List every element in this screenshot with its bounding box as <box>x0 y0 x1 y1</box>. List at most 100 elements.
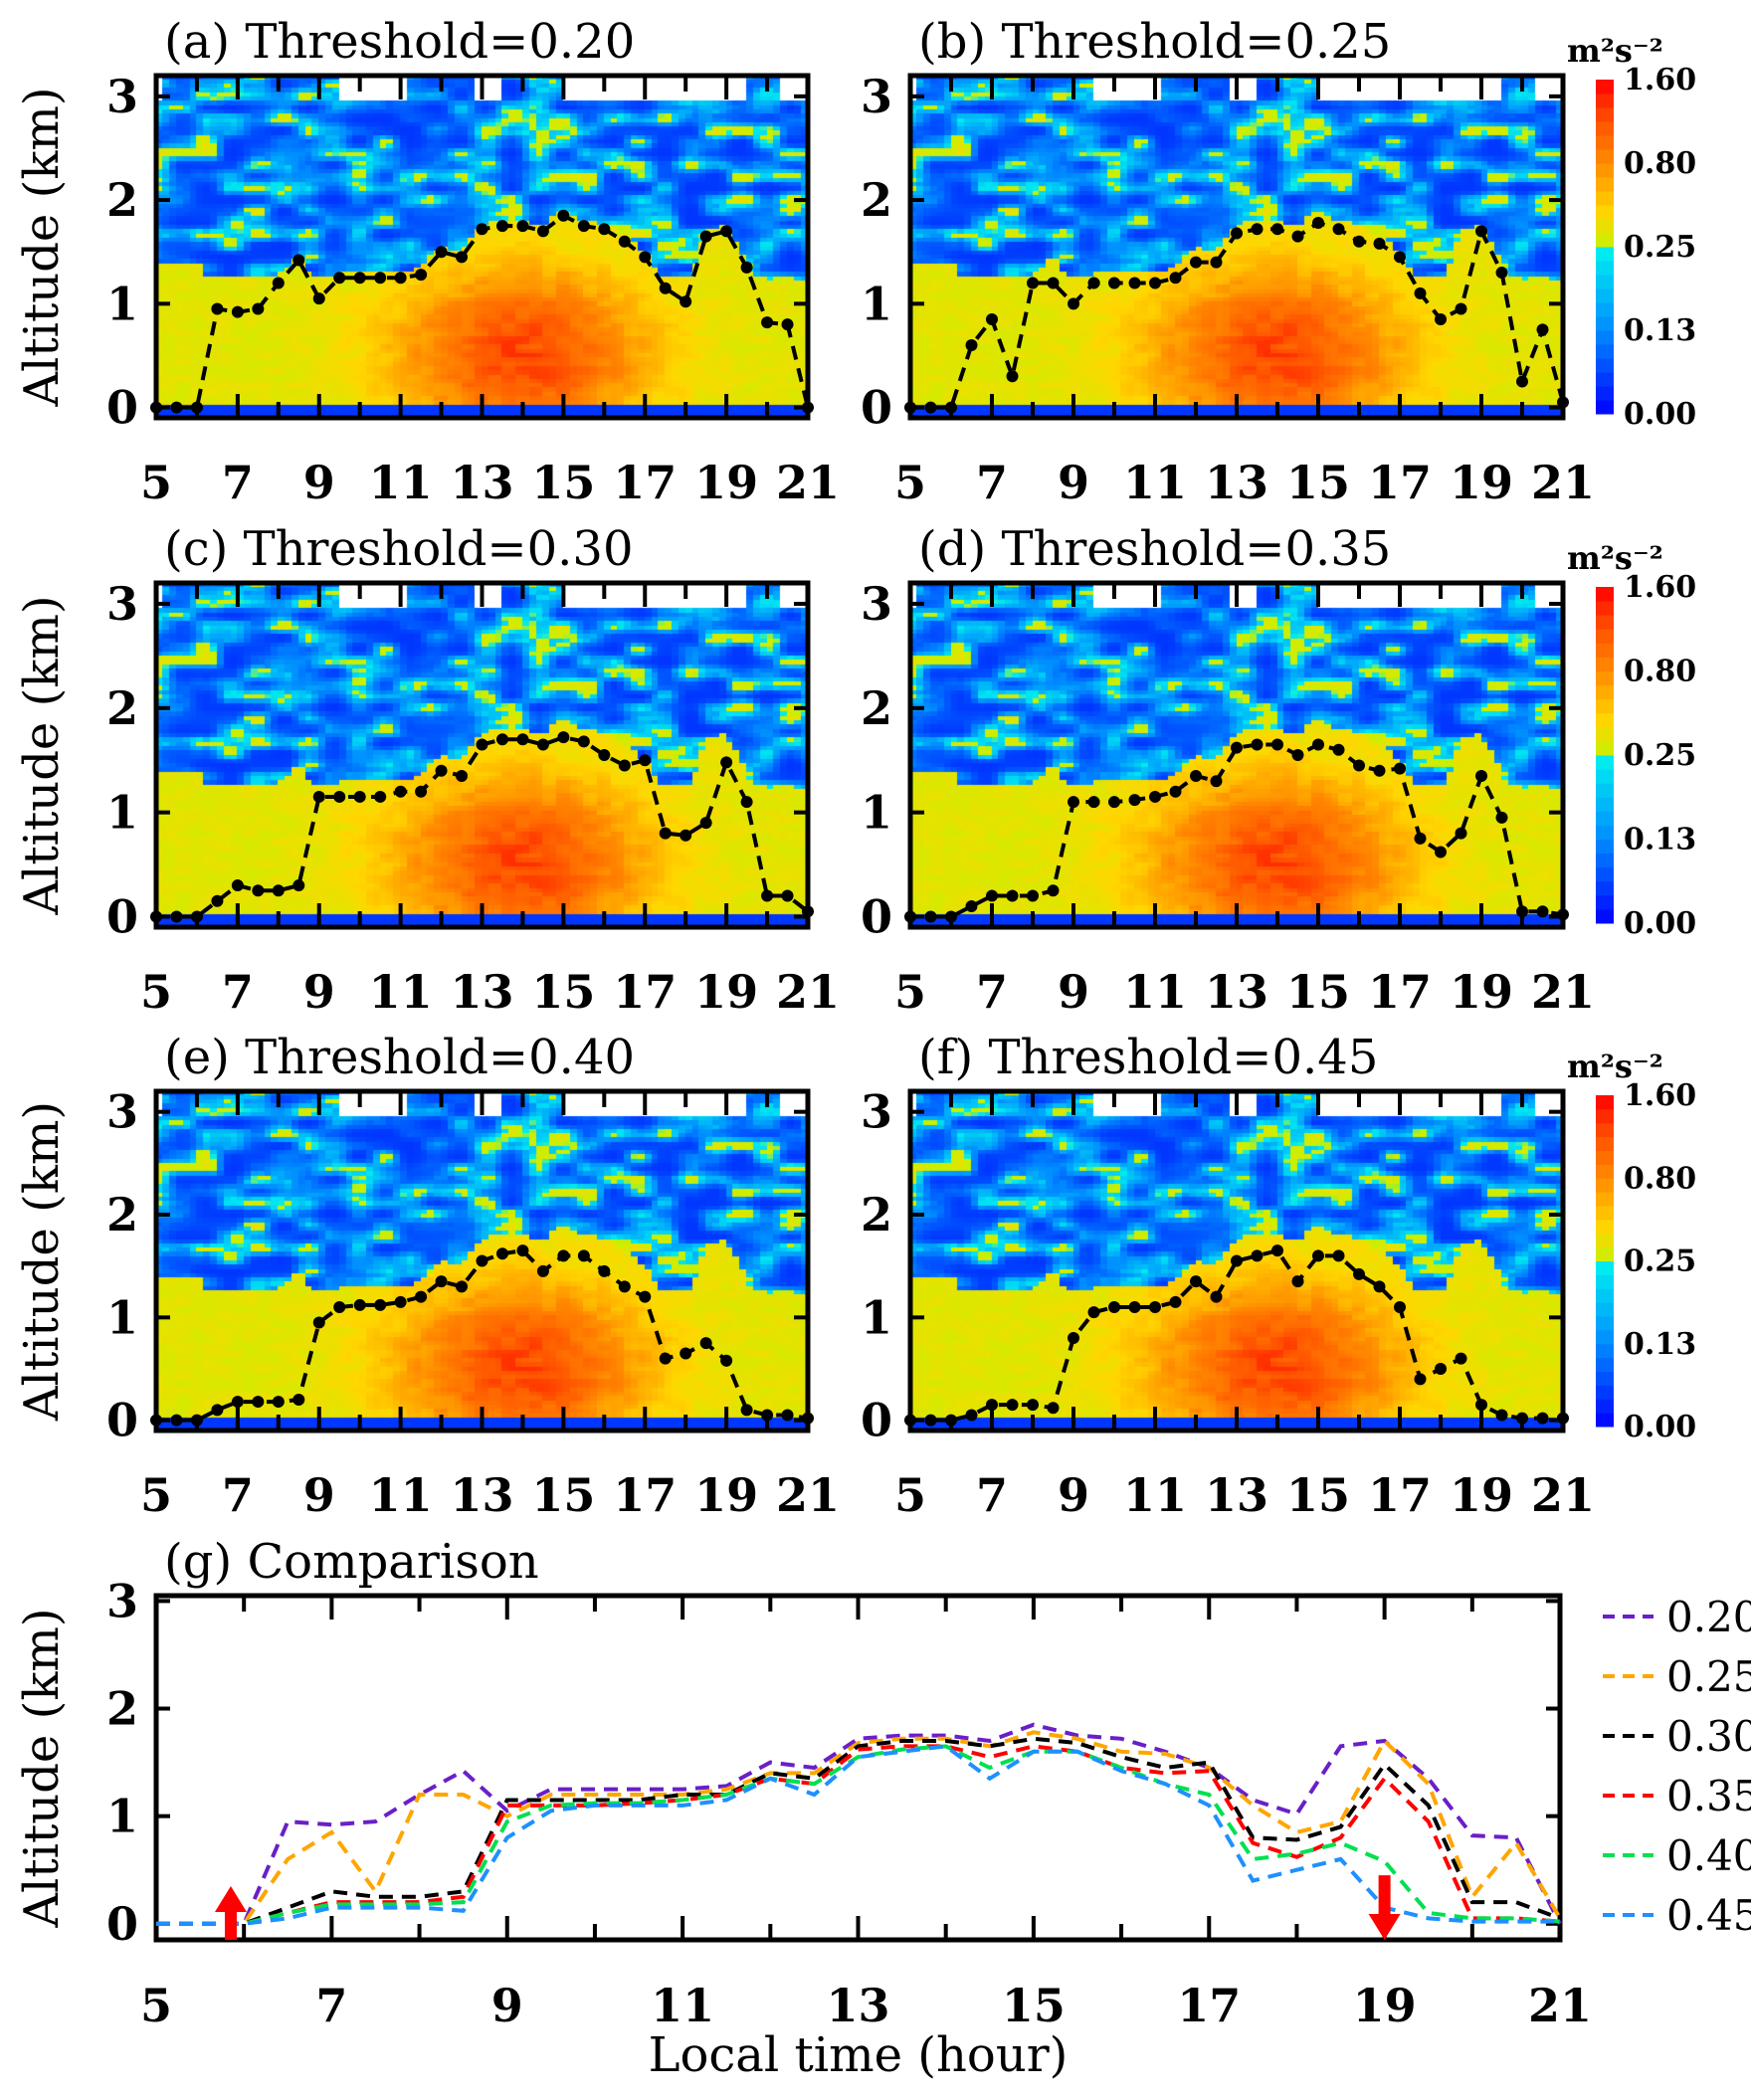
x-tick-label-a: 15 <box>531 456 595 509</box>
y-tick-label-e: 1 <box>106 1290 138 1344</box>
boundary-point-d <box>1414 832 1427 845</box>
x-tick-label-f: 13 <box>1205 1468 1268 1522</box>
x-tick-label-d: 11 <box>1123 965 1187 1019</box>
colorbar-cell <box>1596 797 1614 812</box>
x-tick-label-e: 9 <box>303 1468 335 1522</box>
boundary-line-d <box>910 742 1564 919</box>
boundary-point-b <box>1475 225 1487 238</box>
x-tick-label-e: 15 <box>531 1468 595 1522</box>
y-tick-label-e: 3 <box>106 1085 138 1139</box>
colorbar-cell <box>1596 330 1614 345</box>
boundary-point-d <box>1231 741 1243 754</box>
colorbar-cell <box>1596 1246 1614 1261</box>
x-tick-label-c: 21 <box>776 965 840 1019</box>
colorbar-tick-label: 0.25 <box>1624 738 1696 773</box>
colorbar-cell <box>1596 316 1614 331</box>
boundary-point-e <box>435 1275 448 1288</box>
boundary-point-a <box>577 220 590 233</box>
boundary-point-e <box>720 1354 733 1367</box>
boundary-point-c <box>211 894 224 907</box>
colorbar-cell <box>1596 615 1614 630</box>
x-tick-label-b: 7 <box>976 456 1008 509</box>
x-tick-label-a: 21 <box>776 456 840 509</box>
boundary-point-f <box>1210 1290 1223 1303</box>
boundary-point-e <box>761 1409 774 1422</box>
x-tick-label-c: 5 <box>140 965 172 1019</box>
boundary-point-f <box>924 1414 937 1427</box>
colorbar-cell <box>1596 908 1614 924</box>
boundary-point-e <box>415 1290 428 1303</box>
boundary-point-f <box>1414 1373 1427 1386</box>
boundary-point-c <box>761 889 774 902</box>
boundary-point-a <box>190 401 203 414</box>
boundary-point-a <box>740 261 753 274</box>
boundary-point-a <box>516 220 529 233</box>
boundary-point-d <box>1455 827 1467 840</box>
boundary-point-e <box>190 1414 203 1427</box>
boundary-point-c <box>415 785 428 798</box>
y-tick-label-d: 0 <box>861 890 892 944</box>
boundary-point-e <box>333 1301 346 1313</box>
colorbar-cell <box>1596 233 1614 248</box>
boundary-point-d <box>1394 762 1406 775</box>
colorbar-cell <box>1596 1385 1614 1400</box>
boundary-point-c <box>495 733 508 746</box>
boundary-point-e <box>231 1396 244 1409</box>
heatmap-a <box>156 76 808 418</box>
x-tick-label-a: 11 <box>369 456 433 509</box>
boundary-point-b <box>1455 302 1467 315</box>
boundary-point-c <box>312 790 325 803</box>
boundary-point-c <box>781 889 794 902</box>
y-tick-label-a: 3 <box>106 70 138 123</box>
x-tick-label-f: 9 <box>1058 1468 1089 1522</box>
colorbar-cell <box>1596 755 1614 770</box>
boundary-point-f <box>1128 1301 1141 1313</box>
boundary-point-b <box>1006 370 1019 383</box>
x-tick-label-d: 7 <box>976 965 1008 1019</box>
boundary-point-d <box>1475 769 1487 782</box>
boundary-point-d <box>1373 764 1386 777</box>
boundary-point-a <box>639 251 652 264</box>
colorbar-cell <box>1596 601 1614 616</box>
boundary-point-f <box>1536 1412 1549 1425</box>
colorbar-cell <box>1596 726 1614 742</box>
boundary-point-e <box>639 1290 652 1303</box>
colorbar-cell <box>1596 643 1614 658</box>
y-tick-label-g: 2 <box>106 1682 138 1736</box>
colorbar-cell <box>1596 1329 1614 1345</box>
colorbar-cell <box>1596 191 1614 206</box>
x-tick-label-b: 13 <box>1205 456 1268 509</box>
boundary-point-b <box>1291 230 1304 243</box>
boundary-point-a <box>252 302 265 315</box>
boundary-point-a <box>312 292 325 305</box>
y-tick-label-c: 0 <box>106 890 138 944</box>
boundary-point-c <box>456 769 469 782</box>
x-tick-label-e: 21 <box>776 1468 840 1522</box>
x-tick-label-e: 17 <box>613 1468 677 1522</box>
boundary-point-a <box>781 318 794 331</box>
panel-title-d: (d) Threshold=0.35 <box>918 521 1391 577</box>
y-axis-label-e: Altitude (km) <box>14 1101 70 1422</box>
colorbar-cell <box>1596 1302 1614 1317</box>
x-tick-label-b: 15 <box>1286 456 1350 509</box>
x-tick-label-b: 21 <box>1531 456 1595 509</box>
x-tick-label-g: 9 <box>491 1979 523 2032</box>
colorbar-tick-label: 0.80 <box>1624 655 1696 689</box>
x-tick-label-f: 17 <box>1368 1468 1432 1522</box>
boundary-point-a <box>231 305 244 318</box>
x-tick-label-b: 5 <box>894 456 926 509</box>
boundary-point-b <box>1414 286 1427 299</box>
colorbar-cell <box>1596 1108 1614 1124</box>
boundary-point-f <box>1068 1332 1079 1344</box>
x-tick-label-e: 11 <box>369 1468 433 1522</box>
boundary-point-d <box>1108 796 1120 809</box>
x-tick-label-c: 13 <box>450 965 513 1019</box>
boundary-point-a <box>680 295 692 308</box>
boundary-point-b <box>945 401 957 414</box>
boundary-point-f <box>945 1414 957 1427</box>
boundary-point-e <box>170 1414 183 1427</box>
boundary-point-b <box>1210 256 1223 269</box>
x-tick-label-a: 13 <box>450 456 513 509</box>
legend-label-0.35: 0.35 <box>1666 1772 1751 1820</box>
boundary-point-c <box>680 829 692 842</box>
